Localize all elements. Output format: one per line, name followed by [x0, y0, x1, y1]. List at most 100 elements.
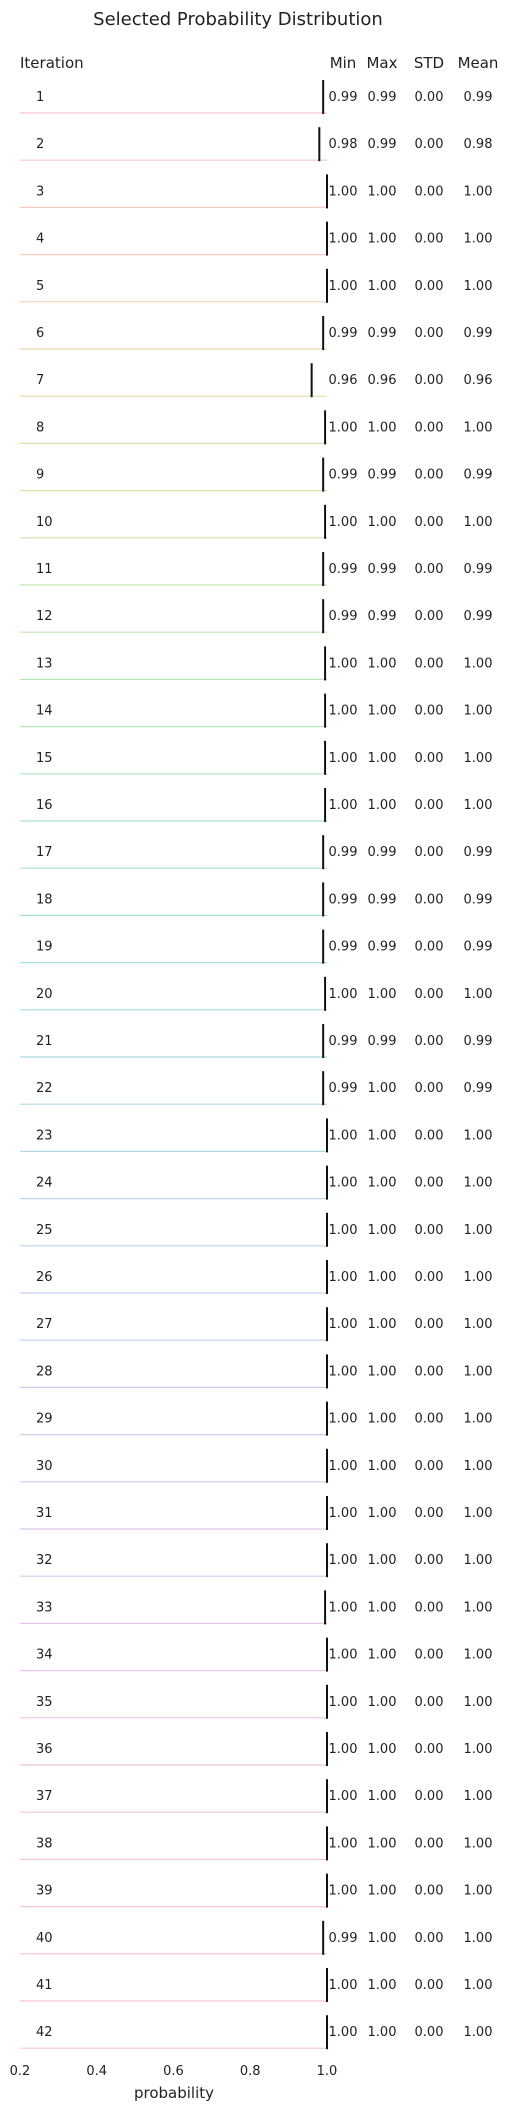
stat-value: 0.00: [415, 656, 444, 671]
stat-value: 1.00: [368, 1931, 397, 1946]
iteration-label: 20: [36, 987, 53, 1002]
stat-value: 1.00: [368, 1789, 397, 1804]
stat-value: 1.00: [464, 1931, 493, 1946]
stat-value: 0.00: [415, 704, 444, 719]
stat-value: 1.00: [329, 656, 358, 671]
stat-value: 0.96: [329, 373, 358, 388]
iteration-label: 6: [36, 326, 44, 341]
ridge-row: 40 0.99 1.00 0.00 1.00: [20, 1920, 493, 1955]
stat-value: 0.99: [368, 1034, 397, 1049]
stat-value: 1.00: [329, 1600, 358, 1615]
stat-value: 1.00: [464, 2025, 493, 2040]
stat-value: 0.00: [415, 1317, 444, 1332]
stat-value: 1.00: [368, 1459, 397, 1474]
stat-value: 1.00: [464, 1978, 493, 1993]
ridge-row: 20 1.00 1.00 0.00 1.00: [20, 976, 492, 1011]
stat-value: 0.00: [415, 1695, 444, 1710]
stat-value: 0.00: [415, 137, 444, 152]
stat-value: 1.00: [368, 704, 397, 719]
iteration-label: 19: [36, 940, 53, 955]
stat-value: 1.00: [368, 1648, 397, 1663]
iteration-label: 36: [36, 1742, 53, 1757]
ridge-row: 27 1.00 1.00 0.00 1.00: [20, 1307, 493, 1342]
stat-value: 0.99: [329, 1931, 358, 1946]
stat-value: 1.00: [464, 751, 493, 766]
stat-value: 1.00: [368, 1978, 397, 1993]
stat-value: 0.00: [415, 1648, 444, 1663]
stat-value: 1.00: [368, 1836, 397, 1851]
stat-value: 1.00: [368, 751, 397, 766]
iteration-label: 35: [36, 1695, 53, 1710]
ridge-row: 11 0.99 0.99 0.00 0.99: [20, 552, 492, 586]
stat-value: 0.99: [464, 1034, 493, 1049]
iteration-label: 23: [36, 1128, 53, 1143]
ridge-row: 38 1.00 1.00 0.00 1.00: [20, 1826, 492, 1861]
stat-value: 1.00: [464, 656, 493, 671]
stat-value: 0.99: [329, 468, 358, 483]
iteration-label: 5: [36, 279, 44, 294]
stat-value: 0.96: [368, 373, 397, 388]
ridge-row: 13 1.00 1.00 0.00 1.00: [20, 646, 493, 681]
ridge-row: 21 0.99 0.99 0.00 0.99: [20, 1024, 492, 1058]
stat-value: 1.00: [368, 1176, 397, 1191]
stat-value: 1.00: [464, 1506, 493, 1521]
stat-value: 0.99: [464, 845, 493, 860]
iteration-label: 1: [36, 90, 44, 105]
column-header: Mean: [458, 54, 499, 72]
stat-value: 0.96: [464, 373, 493, 388]
stat-value: 1.00: [464, 704, 493, 719]
stat-value: 1.00: [464, 1884, 493, 1899]
stat-value: 1.00: [329, 1270, 358, 1285]
x-axis: 0.2 0.4 0.6 0.8 1.0: [10, 2064, 338, 2079]
stat-value: 0.99: [464, 892, 493, 907]
stat-value: 0.00: [415, 1034, 444, 1049]
iteration-label: 27: [36, 1317, 53, 1332]
stat-value: 1.00: [329, 1412, 358, 1427]
stat-value: 1.00: [464, 1317, 493, 1332]
stat-value: 0.99: [464, 90, 493, 105]
ridge-row: 35 1.00 1.00 0.00 1.00: [20, 1684, 492, 1719]
iteration-label: 10: [36, 515, 53, 530]
stat-value: 1.00: [329, 751, 358, 766]
iteration-label: 3: [36, 184, 44, 199]
stat-value: 1.00: [329, 1789, 358, 1804]
stat-value: 1.00: [464, 1648, 493, 1663]
stat-value: 0.99: [464, 326, 493, 341]
stat-value: 1.00: [329, 1742, 358, 1757]
stat-value: 0.00: [415, 562, 444, 577]
stat-value: 0.00: [415, 609, 444, 624]
stat-value: 1.00: [464, 232, 493, 247]
ridge-row: 8 1.00 1.00 0.00 1.00: [20, 410, 492, 445]
stat-value: 1.00: [368, 279, 397, 294]
stat-value: 1.00: [329, 232, 358, 247]
stat-value: 1.00: [464, 1742, 493, 1757]
stat-value: 1.00: [464, 1600, 493, 1615]
ridge-row: 28 1.00 1.00 0.00 1.00: [20, 1354, 493, 1389]
stat-value: 0.99: [368, 940, 397, 955]
ridge-row: 9 0.99 0.99 0.00 0.99: [20, 457, 492, 492]
stat-value: 1.00: [329, 515, 358, 530]
stat-value: 0.00: [415, 1176, 444, 1191]
iteration-label: 8: [36, 420, 44, 435]
stat-value: 1.00: [368, 1742, 397, 1757]
stat-value: 1.00: [329, 1223, 358, 1238]
ridge-row: 2 0.98 0.99 0.00 0.98: [20, 127, 492, 162]
stat-value: 0.99: [329, 940, 358, 955]
stat-value: 1.00: [464, 1364, 493, 1379]
stat-value: 1.00: [464, 1459, 493, 1474]
iteration-label: 34: [36, 1648, 53, 1663]
stat-value: 1.00: [329, 279, 358, 294]
stat-value: 0.00: [415, 1270, 444, 1285]
stat-value: 1.00: [368, 1317, 397, 1332]
stat-value: 1.00: [368, 1884, 397, 1899]
stat-value: 1.00: [329, 1128, 358, 1143]
ridge-row: 4 1.00 1.00 0.00 1.00: [20, 221, 493, 256]
iteration-label: 14: [36, 704, 53, 719]
stat-value: 0.00: [415, 798, 444, 813]
stat-value: 1.00: [329, 1978, 358, 1993]
ridge-row: 14 1.00 1.00 0.00 1.00: [20, 693, 493, 728]
x-tick-label: 0.2: [10, 2064, 31, 2079]
ridge-row: 24 1.00 1.00 0.00 1.00: [20, 1165, 492, 1200]
stat-value: 1.00: [368, 515, 397, 530]
